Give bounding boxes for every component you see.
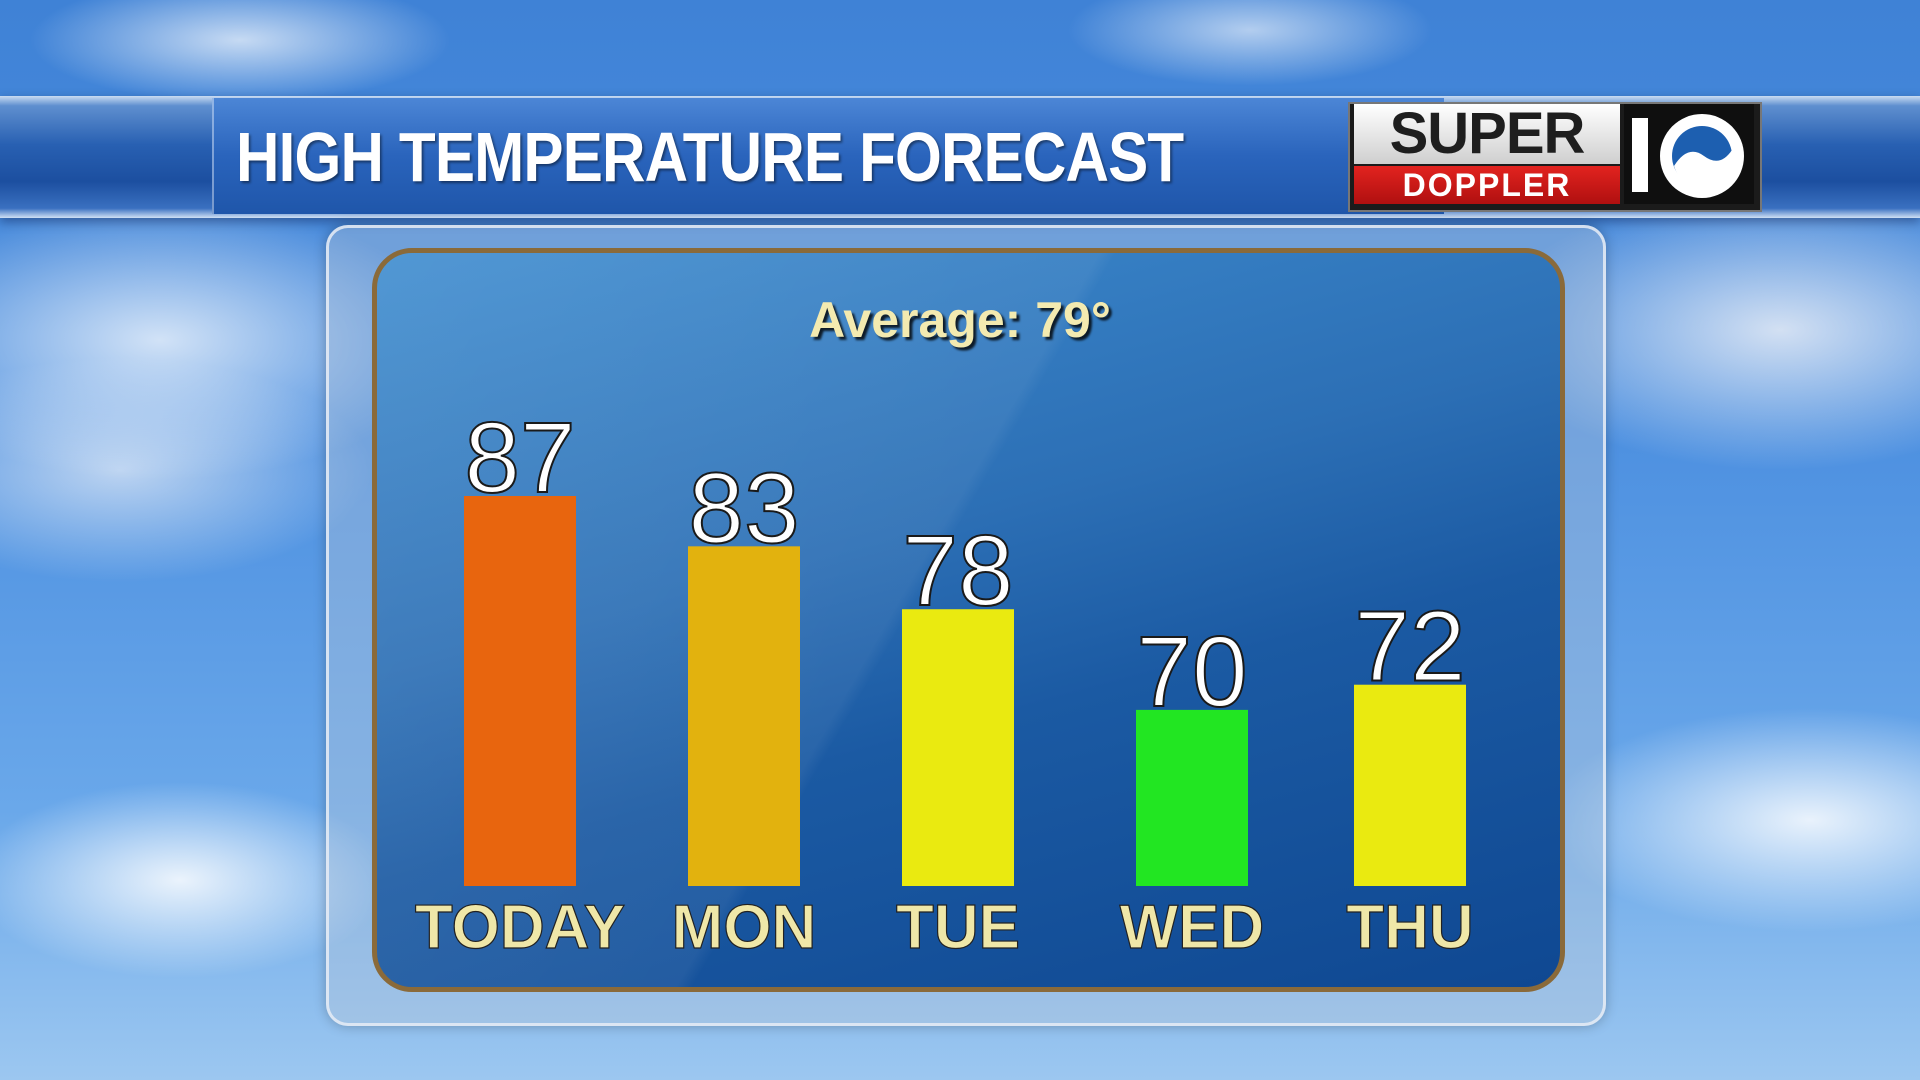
value-label-thu: 72 [1354,591,1465,703]
page-title: HIGH TEMPERATURE FORECAST [236,118,1184,196]
bar-today [464,496,576,886]
value-label-wed: 70 [1136,616,1247,728]
value-label-today: 87 [464,402,575,514]
category-label-thu: THU [1346,893,1473,962]
bar-tue [902,609,1014,886]
category-label-tue: TUE [896,893,1020,962]
value-label-tue: 78 [902,515,1013,627]
logo-doppler-text: DOPPLER [1354,166,1620,204]
average-label: Average: 79° [809,292,1111,348]
title-banner-panel [212,98,1444,214]
channel-10-logo [1624,104,1754,204]
value-label-mon: 83 [688,452,799,564]
wave-10-icon [1632,114,1744,198]
bar-thu [1354,684,1466,886]
category-label-today: TODAY [415,893,625,962]
logo-super-text: SUPER [1354,104,1620,164]
category-label-wed: WED [1120,893,1265,962]
category-label-mon: MON [672,893,817,962]
bar-wed [1136,709,1248,886]
bar-mon [688,546,800,886]
